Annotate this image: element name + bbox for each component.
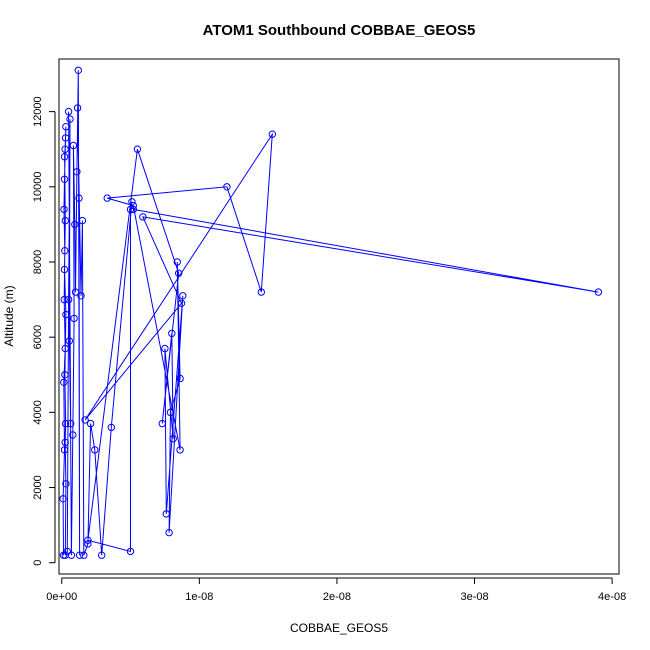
data-point <box>61 344 69 353</box>
data-point <box>103 194 111 202</box>
data-point <box>129 201 138 210</box>
data-point <box>61 438 69 447</box>
chart-title: ATOM1 Southbound COBBAE_GEOS5 <box>203 22 476 39</box>
data-point <box>62 480 70 488</box>
data-point <box>67 551 76 559</box>
data-point <box>169 435 177 443</box>
data-point <box>161 344 169 353</box>
data-point <box>139 213 147 221</box>
x-axis: 0e+00 1e-08 2e-08 3e-08 4e-08 <box>46 577 626 603</box>
data-point <box>60 295 68 304</box>
y-tick-label: 2000 <box>32 475 44 499</box>
data-point <box>81 416 89 424</box>
data-point <box>71 288 80 296</box>
data-series <box>62 70 599 556</box>
data-point <box>60 265 69 274</box>
data-point <box>64 295 73 304</box>
data-point <box>223 183 231 191</box>
series-line <box>62 70 599 556</box>
data-point <box>60 205 68 214</box>
data-point <box>63 547 72 556</box>
data-point <box>177 299 186 307</box>
data-point <box>168 329 176 338</box>
data-point <box>84 536 92 544</box>
data-point <box>71 220 79 229</box>
data-point <box>74 66 83 75</box>
data-point <box>75 194 83 202</box>
x-tick-label: 3e-08 <box>460 591 488 603</box>
data-point <box>129 205 138 214</box>
data-point <box>61 216 70 225</box>
data-point <box>98 551 106 559</box>
data-point <box>158 419 166 428</box>
data-point <box>60 153 69 161</box>
data-point <box>59 495 67 503</box>
data-point <box>107 423 116 432</box>
data-point <box>73 168 81 176</box>
data-point <box>268 130 276 138</box>
x-tick-label: 0e+00 <box>46 591 77 603</box>
data-point <box>176 374 184 383</box>
data-point <box>78 216 87 225</box>
y-tick-label: 0 <box>32 560 44 566</box>
data-point <box>65 337 74 345</box>
data-point <box>62 310 70 319</box>
data-point <box>128 198 136 206</box>
data-point <box>64 107 73 116</box>
y-axis-label: Altitude (m) <box>2 285 16 346</box>
data-point <box>179 292 187 300</box>
data-point <box>61 145 69 153</box>
data-point <box>594 288 603 296</box>
data-point <box>61 247 69 255</box>
data-point <box>80 551 88 559</box>
data-point <box>61 134 70 142</box>
data-point <box>62 123 70 131</box>
data-point <box>60 378 68 386</box>
y-axis: 0 2000 4000 6000 8000 10000 12000 <box>32 96 56 566</box>
x-tick-label: 4e-08 <box>598 591 626 603</box>
y-tick-label: 10000 <box>32 172 44 203</box>
data-point <box>60 175 69 184</box>
data-point <box>67 419 75 428</box>
data-point <box>61 371 69 379</box>
y-tick-label: 8000 <box>32 250 44 274</box>
data-point <box>173 258 182 266</box>
data-points <box>59 66 603 559</box>
data-point <box>257 288 265 296</box>
data-point <box>176 446 184 454</box>
data-point <box>175 269 183 277</box>
data-point <box>91 446 99 454</box>
x-tick-label: 1e-08 <box>185 591 213 603</box>
data-point <box>166 408 175 417</box>
data-point <box>162 510 171 518</box>
y-tick-label: 4000 <box>32 400 44 424</box>
data-point <box>84 540 92 548</box>
data-point <box>133 145 142 153</box>
y-tick-label: 12000 <box>32 96 44 127</box>
data-point <box>61 419 70 428</box>
data-point <box>69 141 78 150</box>
y-tick-label: 6000 <box>32 325 44 349</box>
data-point <box>75 551 84 559</box>
data-point <box>73 104 82 112</box>
plot-area <box>58 58 620 575</box>
x-axis-label: COBBAE_GEOS5 <box>290 621 388 635</box>
x-tick-label: 2e-08 <box>323 591 351 603</box>
data-point <box>69 431 77 439</box>
data-point <box>126 547 135 556</box>
data-point <box>77 292 85 300</box>
data-point <box>70 314 78 323</box>
data-point <box>86 419 95 428</box>
data-point <box>165 528 173 537</box>
data-point <box>66 115 74 123</box>
data-point <box>60 446 69 454</box>
